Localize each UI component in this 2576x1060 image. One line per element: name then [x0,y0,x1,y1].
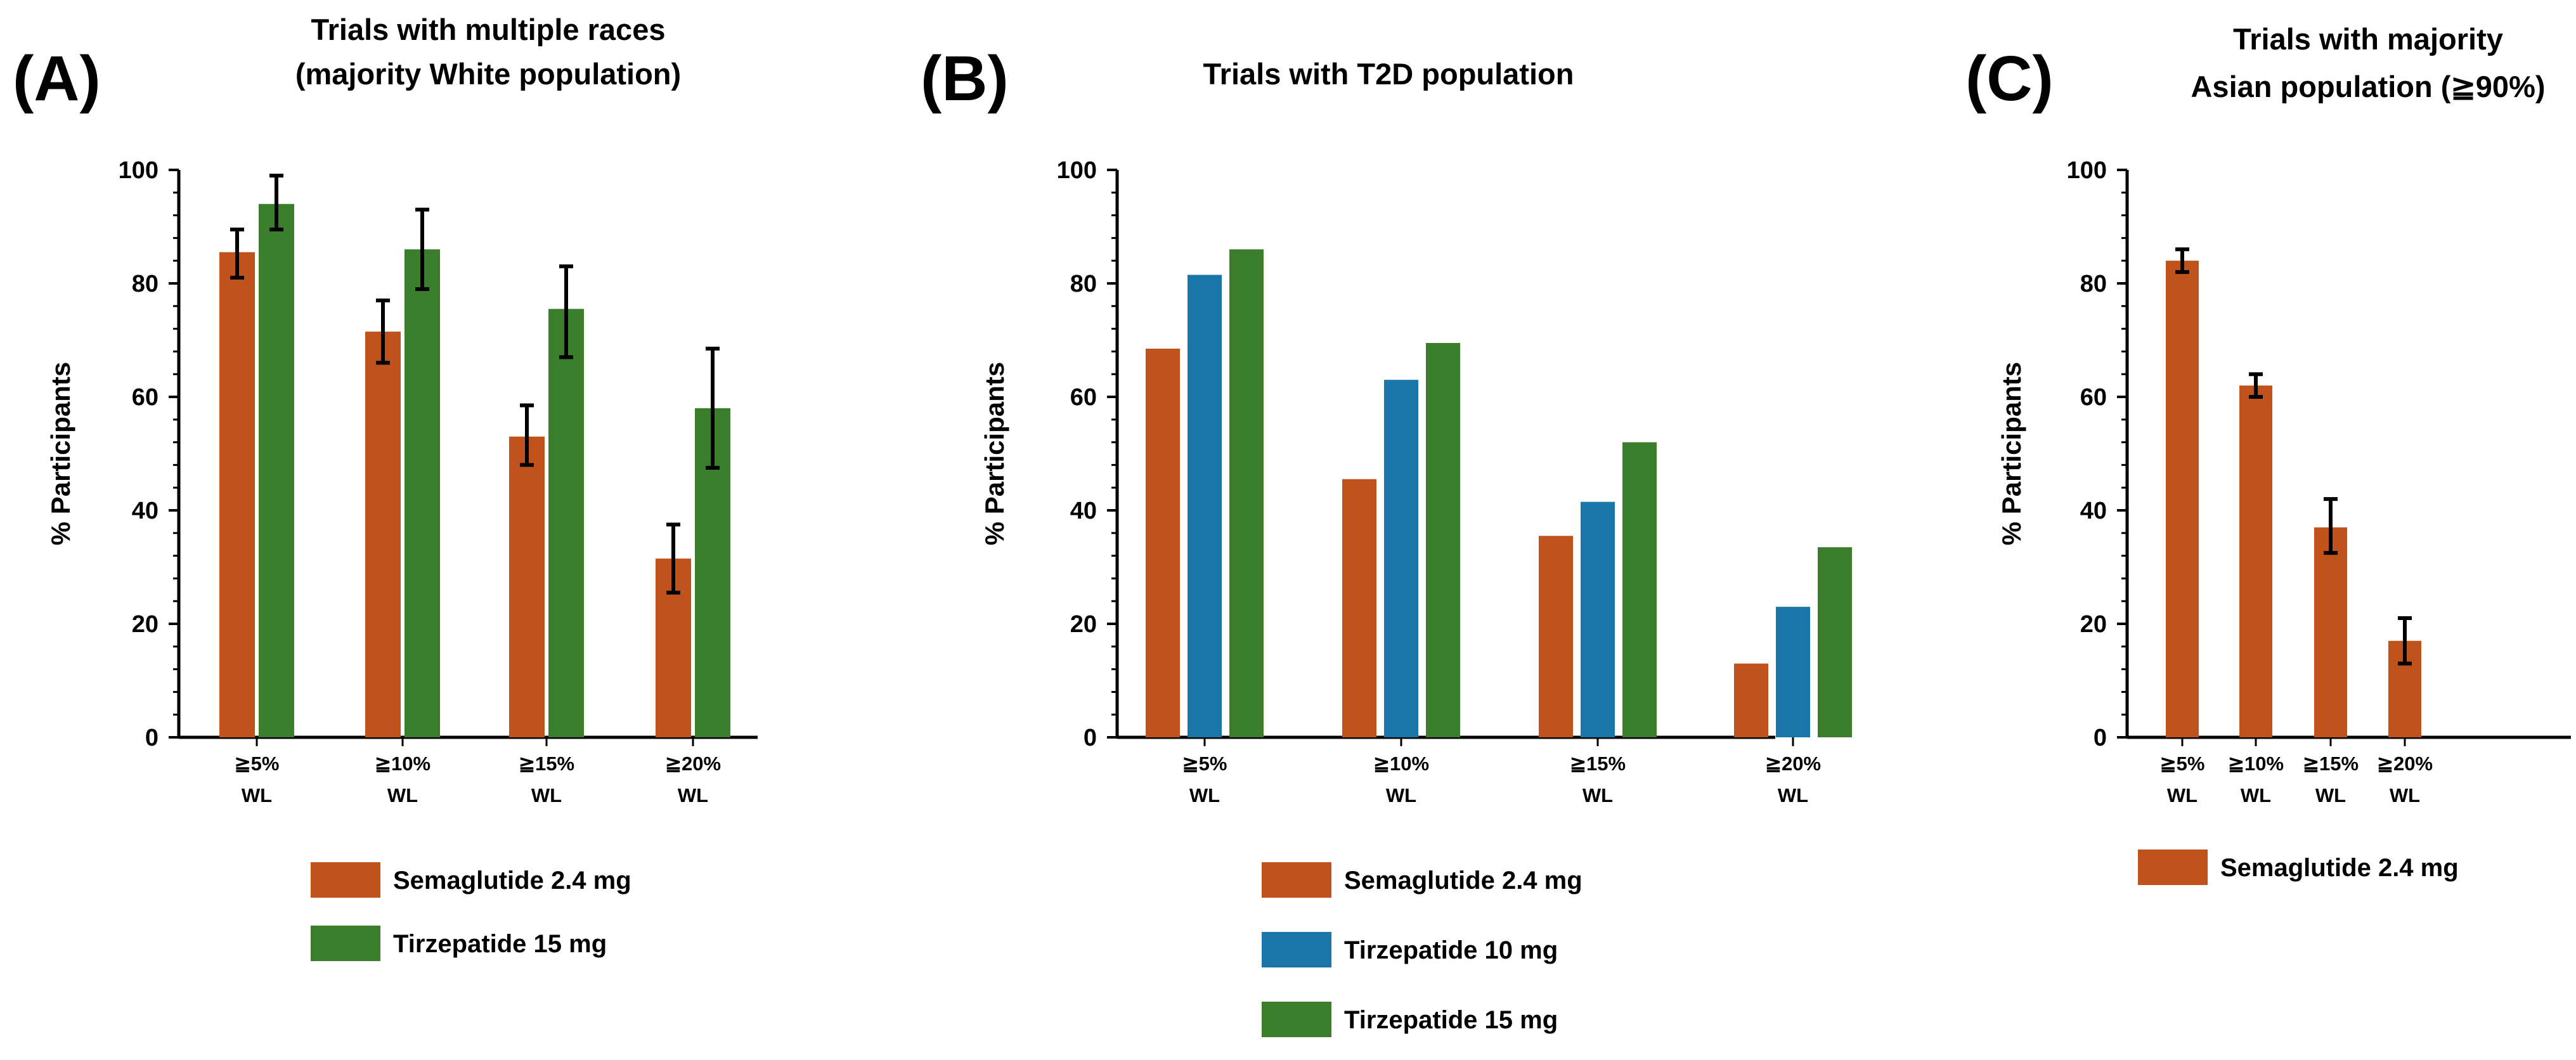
y-tick-label: 20 [1070,611,1097,638]
bar-b-s2-c3 [1818,547,1852,737]
bar-b-s0-c2 [1539,536,1573,737]
y-tick-label: 60 [132,384,159,411]
x-tick-label: WL [387,784,418,806]
x-tick-label: WL [1778,784,1808,806]
y-tick-label: 100 [2067,157,2107,184]
panel-label: (C) [1965,43,2054,114]
legend-label: Tirzepatide 10 mg [1344,936,1558,964]
bar-b-s1-c0 [1188,275,1222,737]
bar-a-s0-c1 [365,332,401,737]
legend-swatch [311,926,380,961]
x-tick-label: WL [2167,784,2197,806]
x-tick-label: ≧10% [1373,753,1429,775]
legend-label: Tirzepatide 15 mg [393,930,607,958]
y-axis-label: % Participants [980,362,1009,545]
bar-a-s1-c2 [548,309,584,737]
x-tick-label: ≧10% [375,753,430,775]
x-tick-label: ≧5% [1182,753,1227,775]
y-tick-label: 80 [1070,271,1097,297]
bar-b-s0-c0 [1146,348,1180,737]
chart-title: Trials with majority [2233,22,2503,56]
x-tick-label: ≧5% [235,753,280,775]
x-tick-label: WL [242,784,272,806]
y-tick-label: 60 [2080,384,2107,411]
y-tick-label: 0 [2094,725,2107,751]
y-tick-label: 100 [119,157,159,184]
bar-c-s0-c1 [2239,385,2272,737]
bar-b-s2-c2 [1622,442,1657,737]
x-tick-label: WL [1189,784,1220,806]
bar-a-s1-c1 [405,249,440,737]
chart-panel-b: (B) Trials with T2D population 0 20 40 60 80 10… [921,43,1852,1037]
legend-label: Semaglutide 2.4 mg [393,867,631,895]
bar-c-s0-c0 [2166,261,2199,737]
bar-b-s2-c1 [1426,342,1460,737]
legend-swatch [1262,862,1331,898]
legend-label: Tirzepatide 15 mg [1344,1006,1558,1034]
bar-a-s0-c2 [509,436,545,737]
y-tick-label: 0 [1084,725,1097,751]
x-tick-label: ≧15% [519,753,574,775]
x-tick-label: ≧20% [2377,753,2433,775]
bar-b-s1-c1 [1384,380,1418,737]
x-tick-label: WL [531,784,562,806]
x-tick-label: WL [1582,784,1613,806]
chart-title: Asian population (≧90%) [2191,70,2545,103]
bar-a-s0-c0 [219,252,255,737]
y-tick-label: 20 [2080,611,2107,638]
x-tick-label: ≧20% [665,753,721,775]
panel-label: (B) [921,43,1009,114]
y-axis-label: % Participants [1997,362,2026,545]
y-tick-label: 0 [145,725,159,751]
x-tick-label: ≧10% [2228,753,2284,775]
chart-title: Trials with multiple races [311,13,666,46]
legend-swatch [311,862,380,898]
y-tick-label: 40 [132,498,159,524]
x-tick-label: ≧5% [2160,753,2205,775]
chart-title: Trials with T2D population [1203,57,1574,91]
y-tick-label: 40 [1070,498,1097,524]
panel-label: (A) [13,43,101,114]
legend-label: Semaglutide 2.4 mg [2220,854,2459,882]
y-tick-label: 100 [1057,157,1097,184]
x-tick-label: WL [2241,784,2271,806]
y-tick-label: 20 [132,611,159,638]
y-axis-label: % Participants [46,362,75,545]
bar-c-s0-c2 [2314,527,2347,737]
bar-b-s2-c0 [1229,249,1264,737]
y-tick-label: 60 [1070,384,1097,411]
x-tick-label: ≧20% [1765,753,1821,775]
bar-b-s1-c3 [1776,607,1810,737]
x-tick-label: WL [2315,784,2346,806]
x-tick-label: WL [1386,784,1416,806]
legend-swatch [2138,850,2208,885]
x-tick-label: ≧15% [2303,753,2359,775]
y-tick-label: 40 [2080,498,2107,524]
chart-panel-a: (A) Trials with multiple races (majority W… [13,13,758,961]
y-tick-label: 80 [2080,271,2107,297]
bar-a-s1-c0 [259,204,294,737]
legend-swatch [1262,932,1331,967]
legend-swatch [1262,1002,1331,1037]
chart-title: (majority White population) [295,57,681,91]
chart-panel-c: (C) Trials with majority Asian population … [1965,22,2571,885]
bar-b-s0-c1 [1342,479,1376,737]
legend-label: Semaglutide 2.4 mg [1344,867,1582,895]
x-tick-label: WL [2390,784,2420,806]
bar-b-s1-c2 [1581,501,1615,737]
x-tick-label: ≧15% [1570,753,1626,775]
bar-b-s0-c3 [1734,663,1768,737]
y-tick-label: 80 [132,271,159,297]
x-tick-label: WL [678,784,708,806]
